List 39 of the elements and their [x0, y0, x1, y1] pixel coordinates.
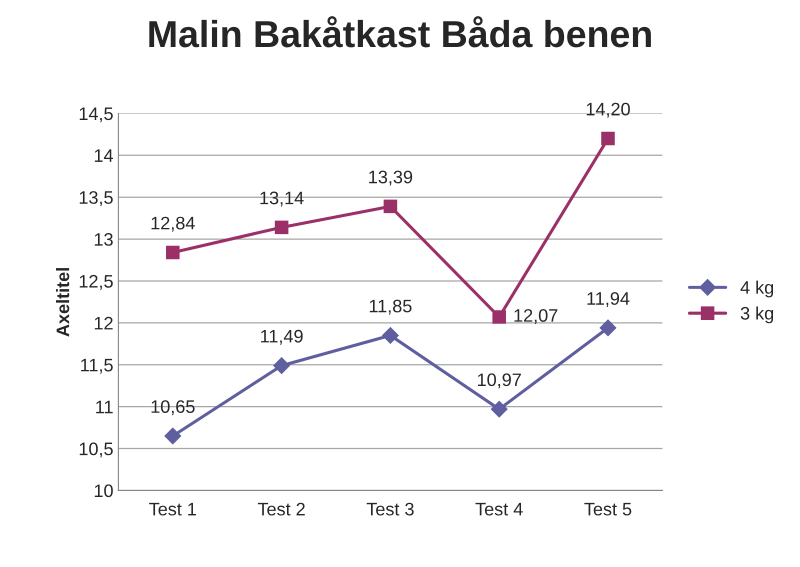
- data-label: 14,20: [586, 102, 630, 118]
- data-label: 12,84: [152, 216, 195, 232]
- point: [274, 220, 288, 234]
- y-tick-label: 11,5: [81, 358, 113, 374]
- x-tick-label: Test 4: [476, 502, 523, 516]
- y-tick-label: 14: [94, 149, 114, 162]
- point: [600, 320, 616, 336]
- y-tick-label: 13: [94, 233, 113, 246]
- point: [490, 400, 508, 418]
- data-label: 13,14: [260, 192, 304, 206]
- y-tick-label: 12,5: [80, 274, 113, 290]
- data-label: 10,97: [478, 373, 521, 388]
- y-tick-label: 10: [94, 484, 113, 498]
- x-tick-label: Test 3: [366, 502, 414, 516]
- x-tick-label: Test 5: [584, 502, 632, 516]
- data-label: 11,85: [370, 300, 412, 315]
- point: [384, 200, 398, 214]
- point: [273, 357, 290, 374]
- point: [601, 132, 615, 146]
- y-tick-label: 11: [96, 400, 113, 414]
- y-tick-label: 10,5: [80, 442, 113, 458]
- x-tick-label: Test 2: [258, 502, 305, 516]
- data-label: 11,49: [261, 330, 303, 345]
- point: [164, 428, 182, 444]
- point: [166, 246, 180, 260]
- data-label: 10,65: [152, 400, 195, 416]
- data-label: 13,39: [369, 170, 412, 186]
- x-tick-label: Test 1: [149, 502, 196, 516]
- legend-label: 4 kg: [740, 280, 774, 298]
- chart-title: Malin Bakåtkast Båda benen: [149, 16, 651, 48]
- y-tick-label: 12: [94, 316, 113, 330]
- legend-label: 3 kg: [740, 306, 774, 324]
- y-axis-title: Axeltitel: [56, 268, 70, 337]
- y-tick-label: 14,5: [80, 108, 113, 122]
- y-tick-label: 13,5: [80, 191, 113, 206]
- data-label: 11,94: [587, 292, 630, 308]
- data-label: 12,07: [514, 309, 558, 324]
- point: [492, 310, 506, 324]
- point: [382, 327, 399, 344]
